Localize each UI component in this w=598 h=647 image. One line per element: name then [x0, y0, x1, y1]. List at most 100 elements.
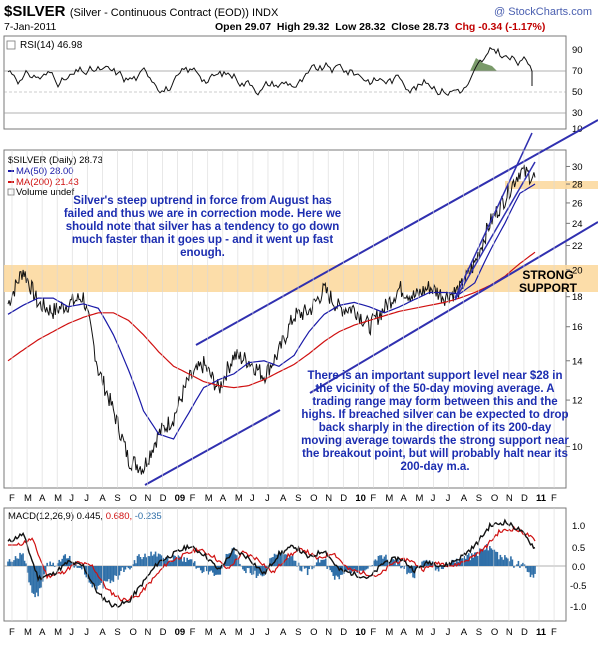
- x-tick-label: 10: [355, 627, 366, 638]
- macd-hist-bar: [532, 566, 535, 578]
- macd-hist-bar: [58, 559, 60, 566]
- macd-hist-bar: [196, 566, 199, 568]
- macd-hist-bar: [199, 566, 202, 571]
- macd-hist-bar: [502, 559, 505, 566]
- macd-hist-bar: [380, 555, 383, 566]
- macd-hist-bar: [510, 556, 512, 566]
- x-tick-label: S: [114, 493, 120, 504]
- macd-hist-bar: [464, 558, 467, 566]
- macd-hist-bar: [257, 566, 259, 576]
- x-tick-label: J: [250, 627, 255, 638]
- x-tick-label: A: [99, 493, 106, 504]
- macd-hist-bar: [303, 566, 306, 569]
- macd-hist-bar: [469, 560, 472, 566]
- macd-hist-bar: [321, 559, 324, 566]
- macd-hist-bar: [127, 566, 130, 569]
- x-tick-label: A: [39, 627, 46, 638]
- macd-hist-bar: [245, 566, 247, 574]
- macd-hist-bar: [279, 552, 282, 566]
- rsi-label: RSI(14) 46.98: [20, 40, 83, 51]
- macd-hist-bar: [208, 566, 211, 572]
- macd-hist-bar: [177, 555, 179, 566]
- price-tick: 10: [572, 442, 583, 453]
- macd-hist-bar: [428, 560, 431, 566]
- close-value: Close 28.73: [391, 21, 450, 33]
- annotation-top: Silver's steep uptrend in force from Aug…: [63, 195, 342, 259]
- macd-hist-bar: [202, 566, 205, 572]
- macd-hist-bar: [121, 566, 124, 568]
- macd-hist-bar: [395, 565, 398, 566]
- macd-hist-bar: [391, 557, 393, 566]
- macd-hist-bar: [356, 566, 359, 573]
- macd-hist-bar: [111, 566, 113, 581]
- rsi-overbought-fill: [470, 58, 497, 71]
- macd-hist-bar: [511, 559, 514, 566]
- macd-hist-bar: [285, 554, 288, 566]
- macd-hist-bar: [201, 566, 204, 574]
- macd-hist-bar: [425, 559, 428, 566]
- macd-hist-bar: [31, 566, 33, 593]
- macd-hist-bar: [367, 566, 369, 569]
- rsi-tick: 70: [572, 66, 583, 77]
- macd-hist-bar: [29, 566, 32, 586]
- stockcharts-watermark: @ StockCharts.com: [494, 6, 592, 18]
- x-tick-label: J: [265, 627, 270, 638]
- macd-hist-bar: [106, 566, 109, 582]
- macd-hist-bar: [300, 566, 303, 572]
- x-tick-label: M: [54, 493, 62, 504]
- rsi-panel: RSI(14) 46.98 90 70 50 30 10: [3, 35, 583, 135]
- macd-hist-bar: [192, 562, 195, 566]
- macd-hist-bar: [499, 554, 502, 566]
- ma50-line: [7, 183, 536, 440]
- change-value: Chg -0.34 (-1.17%): [454, 21, 546, 33]
- macd-hist-bar: [264, 566, 267, 574]
- macd-hist-bar: [80, 566, 83, 570]
- x-tick-label: S: [476, 627, 482, 638]
- macd-hist-bar: [64, 554, 67, 566]
- macd-hist-bar: [183, 557, 185, 566]
- macd-hist-bar: [79, 566, 82, 569]
- macd-hist-bar: [118, 566, 121, 576]
- macd-hist-bar: [23, 560, 26, 566]
- macd-hist-bar: [436, 566, 438, 569]
- macd-hist-bar: [46, 562, 48, 566]
- x-tick-label: D: [160, 627, 167, 638]
- macd-hist-bar: [19, 552, 21, 566]
- x-tick-label: S: [114, 627, 120, 638]
- x-tick-label: M: [24, 493, 32, 504]
- macd-hist-bar: [505, 557, 508, 566]
- macd-hist-bar: [517, 560, 520, 566]
- price-tick: 28: [572, 180, 583, 191]
- x-tick-label: D: [521, 627, 528, 638]
- macd-hist-bar: [276, 554, 279, 566]
- x-tick-label: J: [431, 627, 436, 638]
- macd-hist-bar: [291, 554, 294, 566]
- macd-hist-bar: [330, 566, 333, 573]
- macd-hist-bar: [207, 566, 210, 575]
- macd-hist-bar: [388, 562, 390, 566]
- macd-hist-bar: [358, 566, 360, 574]
- x-tick-label: D: [340, 627, 347, 638]
- x-tick-label: J: [84, 493, 89, 504]
- macd-hist-bar: [293, 560, 295, 566]
- macd-hist-bar: [184, 561, 187, 566]
- macd-hist-bar: [359, 566, 362, 571]
- macd-hist-bar: [434, 566, 437, 571]
- macd-hist-bar: [362, 566, 365, 573]
- macd-hist-bar: [94, 566, 97, 587]
- macd-hist-bar: [347, 566, 350, 570]
- x-axis-macd: F M A M J J A S O N D 09 F M A M J J A S O N D 10 F M A M J J A S O N D 11 F: [9, 508, 557, 638]
- macd-hist-bar: [335, 566, 338, 576]
- steep-uptrend-line-inner: [454, 161, 536, 301]
- macd-hist-bar: [112, 566, 115, 582]
- symbol-title: $SILVER: [4, 3, 66, 20]
- macd-hist-bar: [472, 557, 475, 566]
- rsi-tick: 10: [572, 124, 583, 135]
- macd-hist-bar: [400, 566, 402, 569]
- macd-hist-bar: [32, 566, 35, 594]
- macd-hist-bar: [22, 553, 24, 566]
- x-tick-label: 09: [175, 493, 186, 504]
- price-tick: 24: [572, 219, 583, 230]
- macd-hist-bar: [317, 557, 319, 566]
